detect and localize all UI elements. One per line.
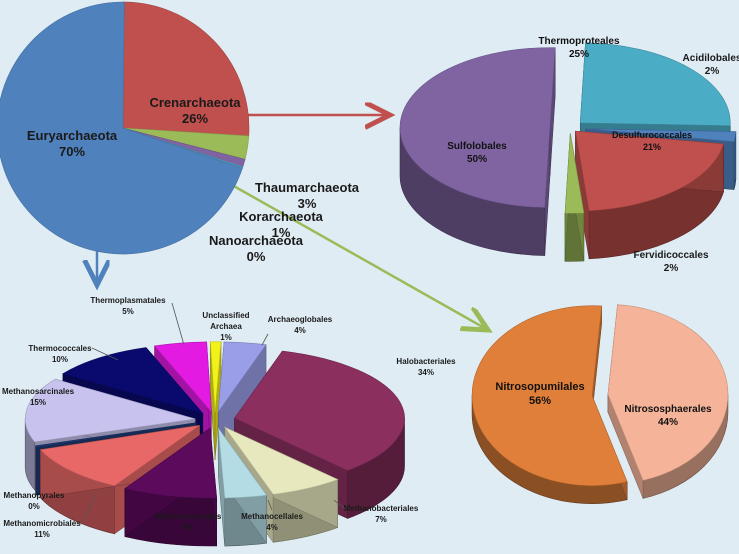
label-crenarchaeota: Crenarchaeota 26% [149, 95, 241, 126]
label-archaeoglobales: Archaeoglobales 4% [268, 315, 333, 335]
slice-halobacteriales [234, 350, 405, 471]
slice-methanococcales [124, 427, 217, 499]
slice-fervidicoccales [564, 133, 585, 214]
slice-euryarchaeota [0, 1, 243, 255]
leader-line [333, 499, 346, 510]
slice-sulfolobales [399, 47, 556, 208]
leader-line [267, 499, 273, 511]
label-acidilobales: Acidilobales 2% [683, 53, 739, 77]
label-methanopyrales: Methanopyrales 0% [4, 491, 65, 511]
slice-methanosarcinales [24, 378, 196, 443]
label-sulfolobales: Sulfolobales 50% [447, 141, 507, 165]
slice-crenarchaeota [122, 1, 250, 137]
leader-line [171, 302, 185, 346]
slice-nitrosopumilales [471, 305, 628, 486]
slice-acidilobales [585, 128, 737, 142]
slice-methanobacteriales [223, 426, 339, 495]
label-nanoarchaeota: Nanoarchaeota 0% [209, 233, 304, 264]
label-desulfurococcales: Desulfurococcales 21% [612, 130, 692, 152]
label-methanocellales: Methanocellales 4% [241, 512, 303, 532]
pie-thaumarchaeota-orders [471, 304, 729, 504]
slice-nitrososphaerales [607, 304, 729, 481]
slice-thermoproteales [579, 42, 731, 127]
label-methanobacteriales: Methanobacteriales 7% [344, 504, 419, 524]
label-methanosarcinales: Methanosarcinales 15% [2, 387, 75, 407]
slice-thermoplasmatales [153, 341, 212, 413]
slice-unclassified-archaea [210, 341, 222, 412]
label-nitrosopumilales: Nitrosopumilales 56% [495, 381, 584, 407]
chart-labels: Euryarchaeota 70% Crenarchaeota 26% Thaumarc… [2, 36, 739, 539]
label-korarchaeota: Korarchaeota 1% [239, 209, 324, 240]
label-thermoproteales: Thermoproteales 25% [538, 36, 620, 60]
slice-thermococcales [62, 347, 204, 415]
leader-line [91, 347, 119, 361]
slice-methanopyrales [35, 422, 197, 448]
label-nitrososphaerales: Nitrososphaerales 44% [624, 404, 712, 428]
label-thaumarchaeota: Thaumarchaeota 3% [255, 180, 360, 211]
label-fervidicoccales: Fervidicoccales 2% [633, 250, 708, 274]
arrow-thaumarchaeota [231, 183, 488, 330]
label-thermoplasmatales: Thermoplasmatales 5% [90, 296, 166, 316]
label-halobacteriales: Halobacteriales 34% [396, 357, 456, 377]
slice-desulfurococcales [575, 130, 724, 212]
slice-methanomicrobiales [39, 425, 200, 487]
slice-archaeoglobales [217, 341, 267, 413]
label-unclassified-archaea: Unclassified Archaea 1% [202, 311, 249, 342]
label-thermococcales: Thermococcales 10% [28, 344, 92, 364]
label-euryarchaeota: Euryarchaeota 70% [27, 128, 118, 159]
leader-line [261, 333, 269, 346]
label-methanococcales: Methanococcales 9% [155, 512, 222, 532]
leader-line [81, 494, 97, 523]
slice-methanocellales [217, 427, 268, 499]
pie-crenarchaeota-orders [399, 42, 737, 262]
pie-phyla [0, 1, 250, 255]
pie-euryarchaeota-orders [24, 341, 405, 547]
label-methanomicrobiales: Methanomicrobiales 11% [3, 519, 81, 539]
